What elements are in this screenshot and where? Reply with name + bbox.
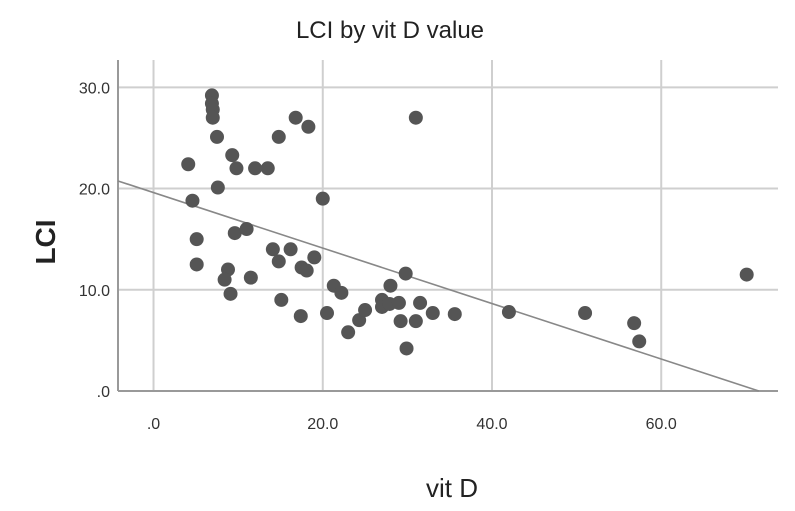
y-tick-label: 10.0	[79, 283, 110, 300]
data-point	[307, 250, 322, 265]
data-point	[413, 295, 428, 310]
data-point	[301, 119, 316, 134]
data-point	[274, 292, 289, 307]
data-point	[288, 110, 303, 125]
data-point	[299, 263, 314, 278]
data-point	[271, 129, 286, 144]
data-point	[189, 257, 204, 272]
data-point	[229, 161, 244, 176]
data-point	[358, 303, 373, 318]
data-point	[181, 157, 196, 172]
x-axis-label: vit D	[426, 473, 478, 503]
x-tick-label: .0	[147, 416, 160, 433]
data-point	[632, 334, 647, 349]
data-point	[398, 266, 413, 281]
fit-line-group	[117, 180, 760, 392]
data-point	[578, 306, 593, 321]
data-point	[393, 314, 408, 329]
data-point	[217, 272, 232, 287]
data-point	[210, 129, 224, 144]
data-point	[265, 242, 280, 257]
data-point	[260, 161, 275, 176]
data-point	[341, 325, 356, 340]
data-point	[189, 232, 204, 247]
data-point	[352, 313, 367, 328]
fit-line	[117, 180, 760, 392]
y-tick-label: 20.0	[79, 182, 110, 199]
data-point	[391, 295, 406, 310]
y-tick-label: .0	[97, 384, 110, 401]
data-point	[425, 306, 440, 321]
data-point	[293, 309, 308, 324]
chart-title: LCI by vit D value	[296, 17, 484, 44]
data-point	[320, 306, 334, 321]
x-tick-label: 20.0	[307, 416, 338, 433]
data-point	[315, 191, 330, 206]
axes	[117, 60, 778, 392]
x-tick-label: 60.0	[646, 416, 677, 433]
x-tick-label: 40.0	[476, 416, 507, 433]
y-axis-label: LCI	[30, 219, 61, 264]
data-point	[227, 226, 242, 241]
data-point	[225, 148, 240, 163]
data-point	[271, 254, 286, 269]
data-point	[223, 286, 238, 301]
data-point	[334, 285, 349, 300]
data-point	[239, 222, 254, 237]
data-point	[248, 161, 263, 176]
data-point	[408, 110, 423, 125]
data-point	[627, 316, 642, 331]
data-point	[383, 278, 398, 293]
data-point	[739, 267, 754, 282]
data-point	[205, 110, 220, 125]
data-point	[399, 341, 414, 356]
data-point	[210, 180, 225, 195]
data-point	[408, 314, 423, 329]
data-point	[243, 270, 258, 285]
tick-labels: .0 20.0 40.0 60.0 .0 10.0 20.0 30.0	[79, 80, 677, 433]
data-points	[181, 88, 754, 356]
y-tick-label: 30.0	[79, 80, 110, 97]
data-point	[447, 307, 462, 322]
data-point	[501, 305, 516, 320]
data-point	[283, 242, 298, 257]
data-point	[185, 193, 200, 208]
